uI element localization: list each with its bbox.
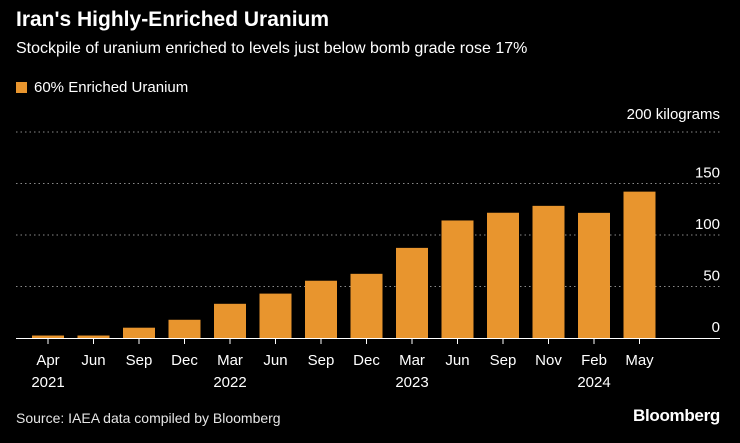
bar	[350, 273, 383, 338]
x-tick-label: Feb	[581, 352, 607, 369]
x-tick-year-label: 2021	[31, 374, 64, 391]
x-tick-label: Sep	[308, 352, 335, 369]
x-tick-label: May	[625, 352, 654, 369]
bar	[532, 205, 565, 338]
legend: 60% Enriched Uranium	[16, 79, 188, 96]
bar	[214, 303, 246, 338]
y-tick-label: 0	[712, 319, 720, 336]
y-tick-label: 100	[695, 216, 720, 233]
x-tick-label: Sep	[126, 352, 153, 369]
y-axis-unit-label: 200 kilograms	[626, 106, 720, 123]
x-tick-year-label: 2023	[395, 374, 428, 391]
bar	[578, 212, 610, 338]
x-tick-year-label: 2022	[213, 374, 246, 391]
bar	[396, 247, 428, 338]
chart-title: Iran's Highly-Enriched Uranium	[16, 8, 330, 31]
bar	[168, 319, 201, 338]
x-tick-year-label: 2024	[577, 374, 610, 391]
bar	[32, 335, 64, 338]
bar	[441, 220, 474, 338]
x-tick-label: Mar	[399, 352, 425, 369]
x-tick-label: Jun	[445, 352, 469, 369]
x-tick-label: Jun	[81, 352, 105, 369]
bloomberg-logo: Bloomberg	[632, 406, 720, 425]
x-tick-label: Dec	[353, 352, 380, 369]
bar	[77, 335, 110, 338]
bar	[305, 280, 337, 338]
legend-label: 60% Enriched Uranium	[34, 79, 189, 96]
bar	[259, 293, 292, 338]
chart-subtitle: Stockpile of uranium enriched to levels …	[16, 40, 528, 57]
y-tick-label: 50	[703, 268, 720, 285]
x-tick-label: Nov	[535, 352, 562, 369]
y-tick-label: 150	[695, 165, 720, 182]
bar	[123, 327, 155, 338]
x-tick-label: Mar	[217, 352, 243, 369]
x-tick-label: Dec	[171, 352, 198, 369]
source-note: Source: IAEA data compiled by Bloomberg	[16, 410, 281, 426]
legend-swatch	[16, 82, 27, 93]
x-tick-label: Apr	[36, 352, 59, 369]
x-tick-label: Sep	[490, 352, 517, 369]
bar	[623, 191, 656, 338]
bar	[487, 212, 519, 338]
x-tick-label: Jun	[263, 352, 287, 369]
